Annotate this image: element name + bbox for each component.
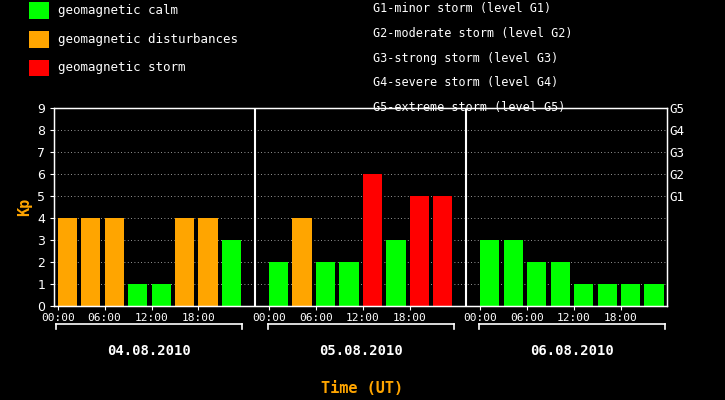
Bar	[128, 284, 147, 306]
Bar	[480, 240, 500, 306]
Bar	[621, 284, 640, 306]
Bar	[152, 284, 171, 306]
Bar	[269, 262, 288, 306]
Bar	[104, 218, 124, 306]
Text: 06.08.2010: 06.08.2010	[530, 344, 614, 358]
Bar	[175, 218, 194, 306]
Text: G4-severe storm (level G4): G4-severe storm (level G4)	[373, 76, 559, 90]
Bar	[292, 218, 312, 306]
Bar	[527, 262, 547, 306]
Text: 04.08.2010: 04.08.2010	[107, 344, 191, 358]
Bar	[645, 284, 663, 306]
Text: G3-strong storm (level G3): G3-strong storm (level G3)	[373, 52, 559, 65]
Bar	[504, 240, 523, 306]
Bar	[386, 240, 405, 306]
Bar	[199, 218, 217, 306]
Bar	[597, 284, 617, 306]
Bar	[58, 218, 77, 306]
Text: G2-moderate storm (level G2): G2-moderate storm (level G2)	[373, 27, 573, 40]
Bar	[316, 262, 335, 306]
Bar	[362, 174, 382, 306]
Bar	[222, 240, 241, 306]
Text: G1-minor storm (level G1): G1-minor storm (level G1)	[373, 2, 552, 15]
Bar	[81, 218, 100, 306]
Bar	[339, 262, 359, 306]
Text: geomagnetic storm: geomagnetic storm	[58, 62, 186, 74]
Text: 05.08.2010: 05.08.2010	[319, 344, 402, 358]
Bar	[434, 196, 452, 306]
Y-axis label: Kp: Kp	[17, 198, 32, 216]
Text: Time (UT): Time (UT)	[321, 381, 404, 396]
Bar	[574, 284, 593, 306]
Text: G5-extreme storm (level G5): G5-extreme storm (level G5)	[373, 101, 566, 114]
Text: geomagnetic calm: geomagnetic calm	[58, 4, 178, 17]
Bar	[550, 262, 570, 306]
Bar	[410, 196, 429, 306]
Text: geomagnetic disturbances: geomagnetic disturbances	[58, 33, 238, 46]
